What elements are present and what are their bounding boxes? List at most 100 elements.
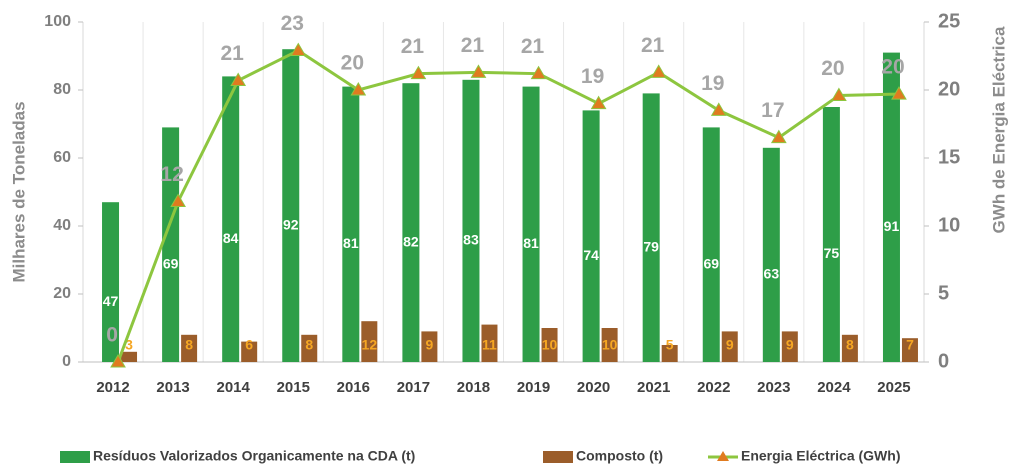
line-marker xyxy=(891,86,907,100)
bar-label: 69 xyxy=(703,255,719,271)
bar-label: 10 xyxy=(542,337,558,353)
bar xyxy=(901,338,918,362)
line-marker xyxy=(770,129,787,144)
bar-label: 9 xyxy=(425,337,433,353)
bar-label: 11 xyxy=(482,337,497,353)
legend-swatch xyxy=(60,451,90,463)
line-label: 20 xyxy=(821,57,844,80)
line-label: 20 xyxy=(341,52,364,75)
line-marker xyxy=(470,64,487,78)
line-label: 21 xyxy=(220,42,244,65)
y2-axis-title: GWh de Energia Eléctrica xyxy=(989,26,1008,233)
line-marker xyxy=(110,354,126,368)
bar xyxy=(822,107,840,362)
bar-label: 8 xyxy=(846,337,854,353)
x-tick-label: 2013 xyxy=(156,379,189,396)
bar-label: 74 xyxy=(583,247,599,263)
bar-label: 92 xyxy=(283,216,299,232)
bar xyxy=(241,341,258,362)
x-tick-label: 2014 xyxy=(216,379,250,396)
bar xyxy=(301,334,318,362)
bar-label: 79 xyxy=(643,238,659,254)
y-tick-label: 20 xyxy=(53,285,71,302)
bar-label: 84 xyxy=(223,230,239,246)
line-label: 12 xyxy=(160,163,183,186)
line-marker xyxy=(650,64,667,78)
y-tick-label: 100 xyxy=(44,13,71,30)
line-marker xyxy=(410,65,427,80)
bar-label: 3 xyxy=(125,337,133,353)
line-label: 19 xyxy=(581,65,604,88)
y2-tick-label: 0 xyxy=(938,350,949,372)
legend-label: Energia Eléctrica (GWh) xyxy=(741,448,900,464)
bar xyxy=(222,76,240,363)
x-tick-label: 2022 xyxy=(697,379,730,396)
line-label: 17 xyxy=(761,99,784,122)
line-label: 21 xyxy=(641,34,665,57)
bar xyxy=(342,86,360,362)
x-tick-label: 2021 xyxy=(637,379,670,396)
line xyxy=(116,48,899,363)
line-marker xyxy=(831,87,847,101)
x-tick-label: 2015 xyxy=(277,379,310,396)
x-tick-label: 2017 xyxy=(397,379,430,396)
legend-label: Resíduos Valorizados Organicamente na CD… xyxy=(93,448,415,464)
bar-label: 8 xyxy=(305,337,313,353)
bar-label: 81 xyxy=(523,235,539,251)
line-marker xyxy=(350,82,367,96)
line-marker xyxy=(290,42,307,57)
bar-label: 69 xyxy=(163,255,179,271)
bar xyxy=(282,49,300,362)
bar xyxy=(102,202,120,362)
y2-tick-label: 10 xyxy=(938,214,960,236)
line-label: 21 xyxy=(401,35,425,58)
line-label: 20 xyxy=(881,56,904,79)
bar xyxy=(162,127,180,363)
line-marker xyxy=(230,72,247,86)
x-tick-label: 2024 xyxy=(817,379,851,396)
bar-label: 8 xyxy=(185,337,193,353)
x-tick-label: 2016 xyxy=(337,379,370,396)
bar xyxy=(762,147,780,362)
bar-label: 47 xyxy=(103,293,119,309)
bar-label: 6 xyxy=(245,337,253,353)
bar xyxy=(462,79,480,363)
line-label: 19 xyxy=(701,72,724,95)
line-marker xyxy=(530,65,547,80)
bar xyxy=(421,331,438,362)
x-tick-label: 2019 xyxy=(517,379,550,396)
bar-label: 82 xyxy=(403,233,419,249)
bar xyxy=(841,334,858,362)
y-tick-label: 60 xyxy=(53,149,71,166)
x-tick-label: 2020 xyxy=(577,379,610,396)
y-tick-label: 80 xyxy=(53,81,71,98)
line-marker xyxy=(710,102,727,116)
bar-label: 81 xyxy=(343,235,359,251)
x-tick-label: 2018 xyxy=(457,379,490,396)
bar xyxy=(582,110,600,363)
line-marker xyxy=(590,95,607,110)
bar xyxy=(721,331,738,362)
line-label: 21 xyxy=(521,35,545,58)
bar-label: 91 xyxy=(884,218,900,234)
bar xyxy=(882,52,900,362)
y-tick-label: 0 xyxy=(62,353,71,370)
bar-label: 83 xyxy=(463,232,479,248)
legend-swatch xyxy=(543,451,573,463)
x-tick-label: 2012 xyxy=(96,379,129,396)
y2-tick-label: 15 xyxy=(938,146,960,168)
y-tick-label: 40 xyxy=(53,217,71,234)
bar-label: 9 xyxy=(786,337,794,353)
bar-label: 7 xyxy=(906,337,914,353)
x-tick-label: 2023 xyxy=(757,379,790,396)
bar-label: 75 xyxy=(824,245,840,261)
y-axis-title: Milhares de Toneladas xyxy=(9,101,28,282)
bar-label: 63 xyxy=(764,266,780,282)
bar xyxy=(661,345,678,362)
bar xyxy=(481,324,498,362)
line-label: 0 xyxy=(106,324,118,347)
bar xyxy=(781,331,798,362)
bar xyxy=(181,334,198,362)
bar xyxy=(121,351,138,362)
